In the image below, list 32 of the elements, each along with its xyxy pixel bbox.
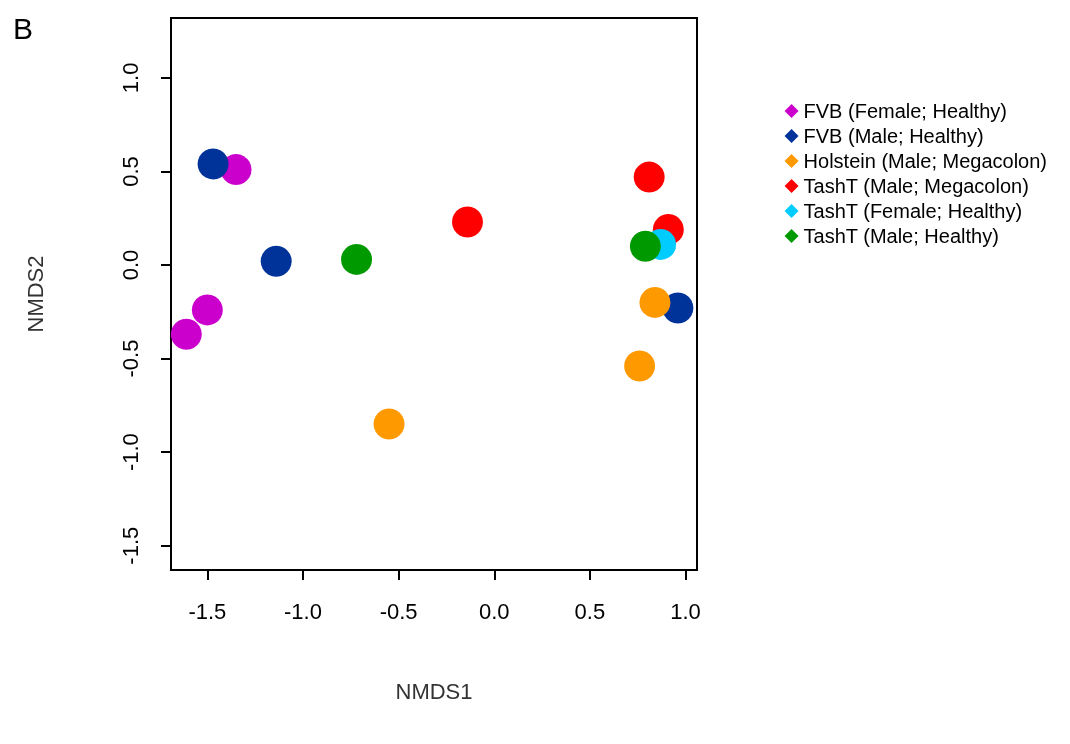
- legend-label: TashT (Male; Megacolon): [803, 175, 1029, 197]
- legend-label: Holstein (Male; Megacolon): [803, 150, 1047, 172]
- legend-label: FVB (Male; Healthy): [803, 125, 984, 147]
- y-tick-label: -1.0: [117, 433, 143, 472]
- point: [170, 318, 202, 350]
- point: [260, 245, 292, 277]
- point: [197, 148, 229, 180]
- x-tick-label: 0.0: [478, 598, 510, 624]
- x-tick-label: 0.5: [574, 598, 606, 624]
- point: [629, 230, 661, 262]
- y-tick-label: 0.5: [117, 156, 143, 187]
- x-axis-title: NMDS1: [395, 678, 473, 704]
- y-tick-label: 0.0: [117, 249, 143, 281]
- y-axis-title: NMDS2: [22, 255, 48, 333]
- x-tick-label: 1.0: [670, 598, 701, 624]
- x-tick-label: -1.0: [284, 598, 322, 624]
- legend-label: TashT (Female; Healthy): [803, 200, 1023, 222]
- point: [191, 294, 223, 326]
- point: [639, 286, 671, 318]
- y-tick-label: -1.5: [117, 526, 143, 565]
- point: [373, 408, 405, 440]
- chart-title: B: [13, 11, 34, 45]
- y-tick-label: -0.5: [117, 339, 143, 378]
- point: [341, 243, 373, 275]
- point: [624, 350, 656, 382]
- legend-label: FVB (Female; Healthy): [803, 100, 1007, 122]
- legend-label: TashT (Male; Healthy): [803, 225, 999, 247]
- point: [452, 206, 483, 238]
- y-tick-label: 1.0: [117, 62, 143, 94]
- x-tick-label: -1.5: [188, 598, 227, 624]
- point: [633, 161, 665, 193]
- x-tick-label: -0.5: [379, 598, 418, 624]
